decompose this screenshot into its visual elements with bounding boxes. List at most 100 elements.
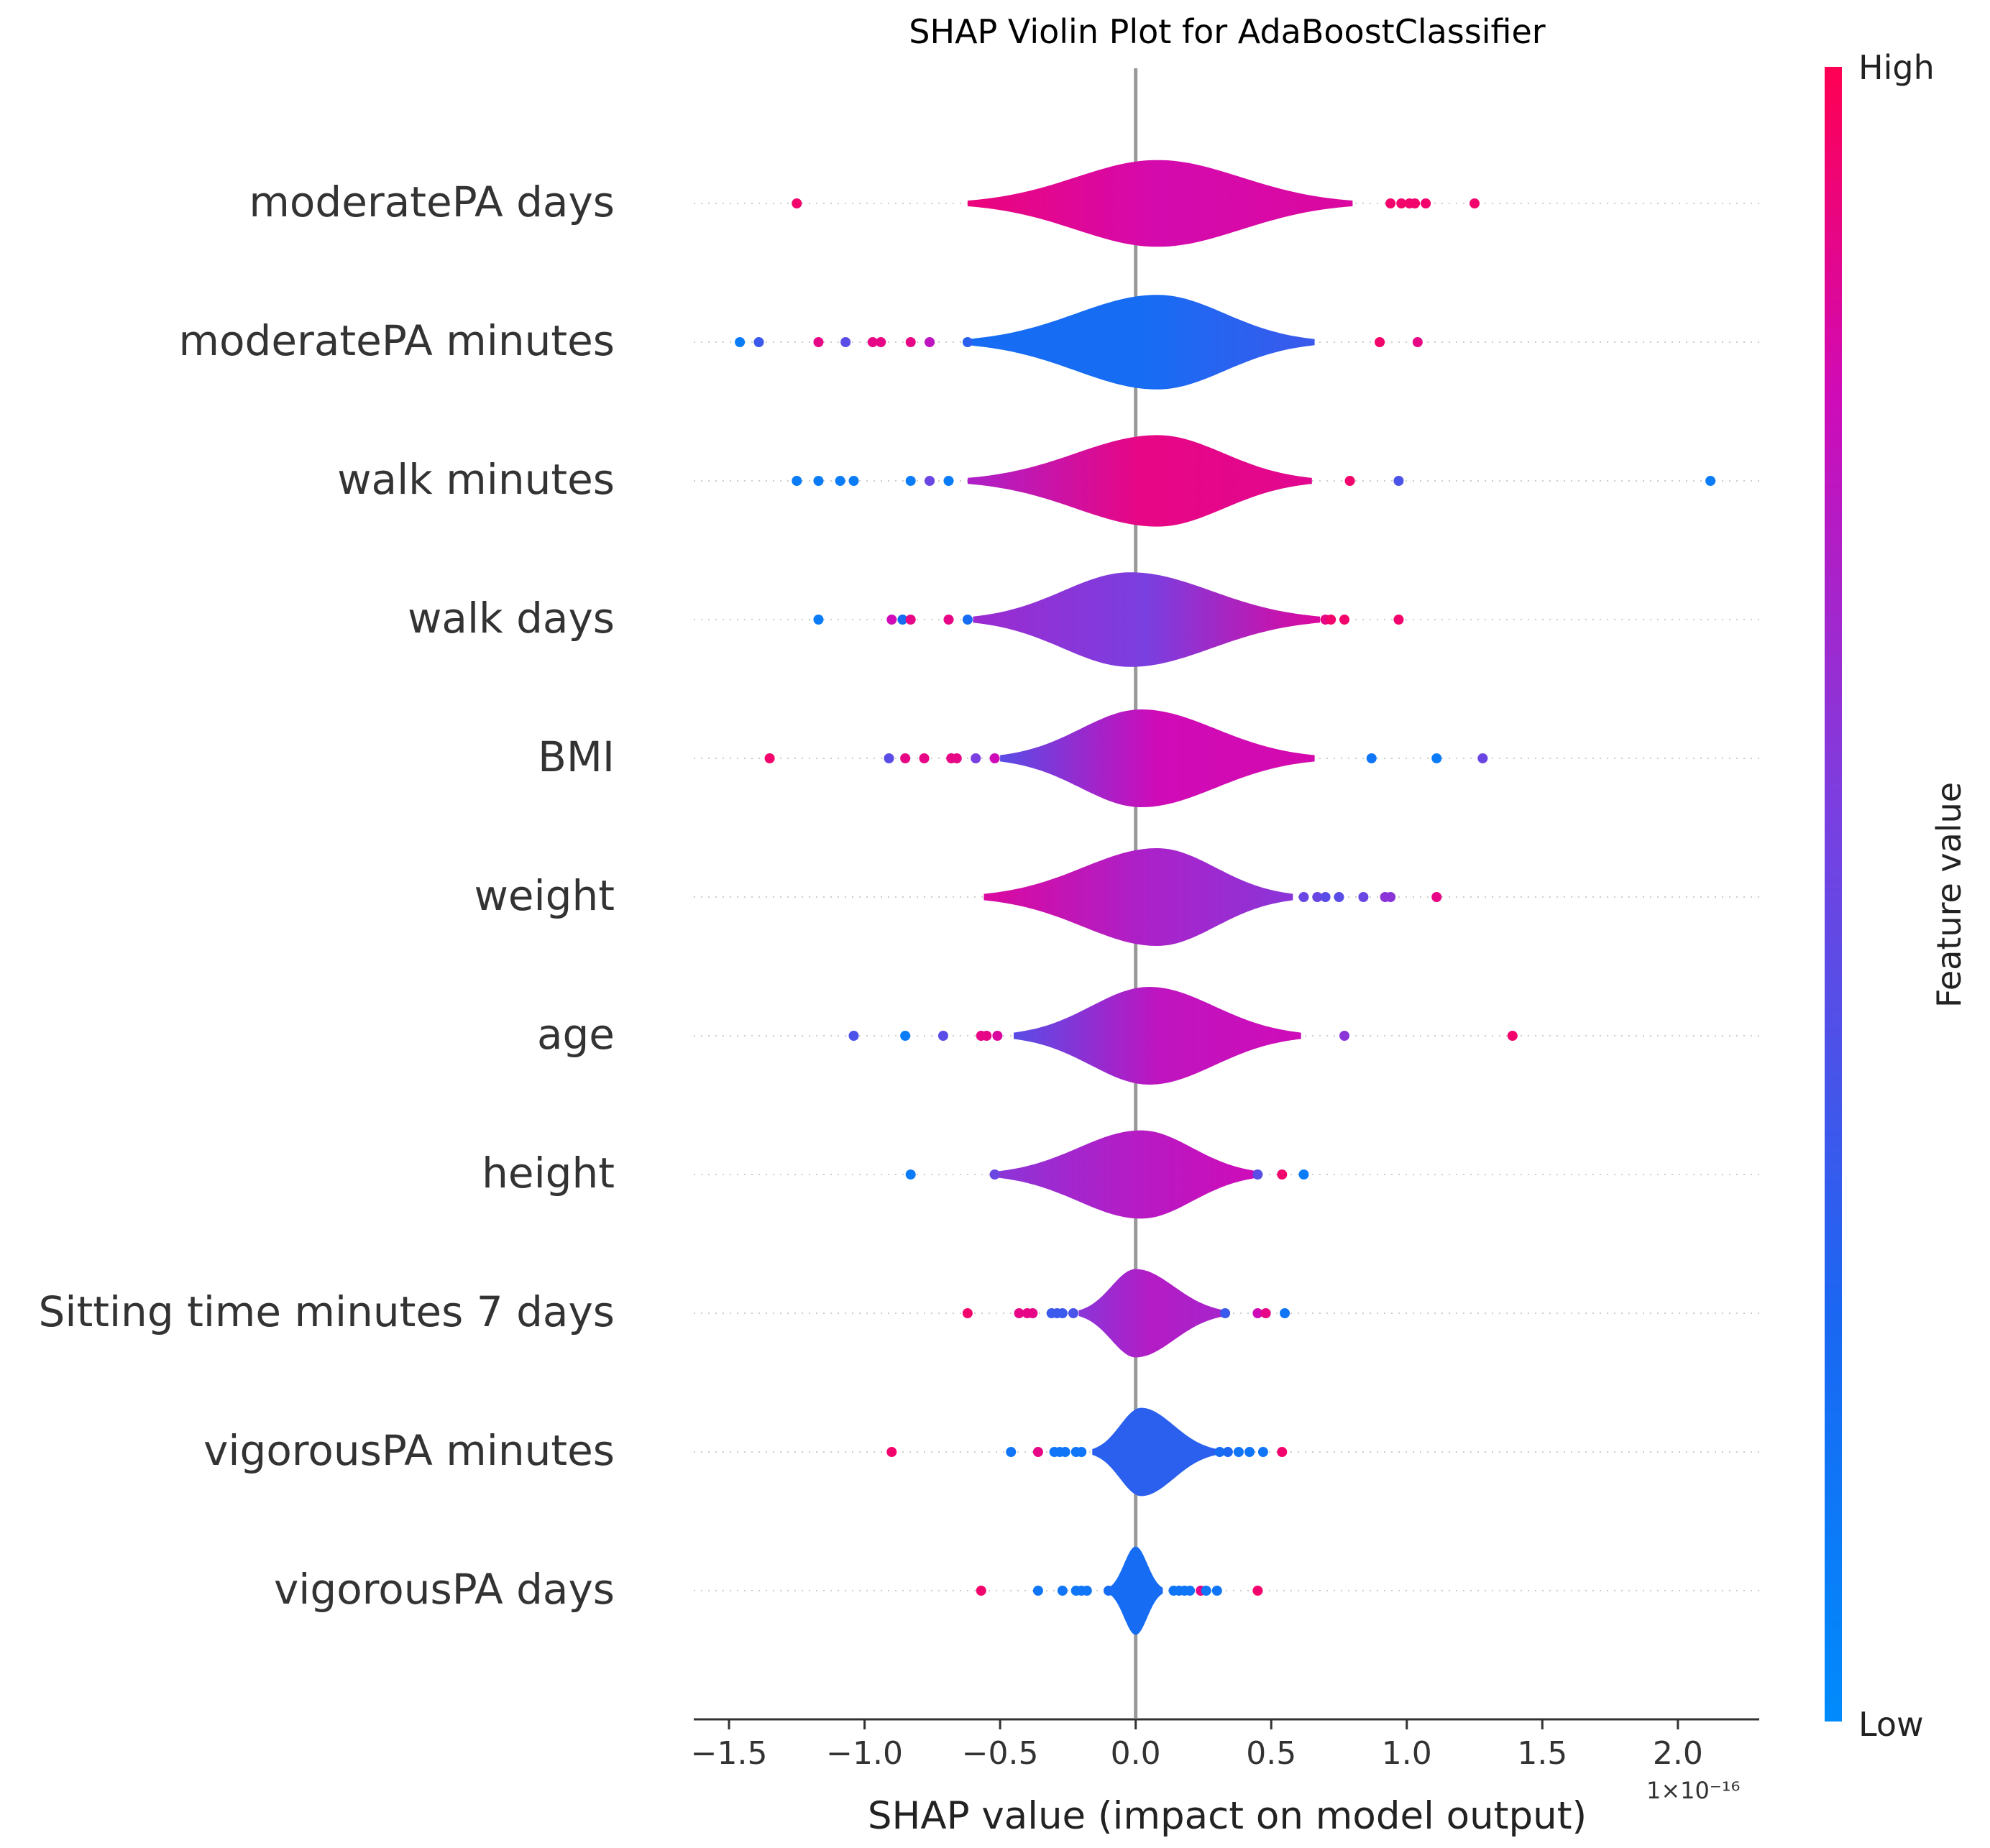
violin (1078, 1269, 1226, 1358)
shap-point (1201, 1586, 1211, 1596)
shap-point (1244, 1447, 1255, 1457)
shap-point (1421, 198, 1431, 208)
shap-point (1252, 1308, 1263, 1318)
feature-label: moderatePA days (249, 178, 615, 226)
shap-point (989, 1169, 1000, 1180)
shap-point (1431, 753, 1442, 763)
shap-point (1412, 337, 1423, 347)
shap-point (1068, 1308, 1078, 1318)
feature-label: BMI (538, 732, 615, 781)
shap-point (753, 337, 764, 347)
shap-point (1252, 1586, 1263, 1596)
shap-point (1257, 1447, 1268, 1457)
shap-point (962, 615, 973, 625)
x-tick-label: −0.5 (962, 1735, 1039, 1772)
violin (967, 160, 1353, 247)
shap-point (1032, 1447, 1043, 1457)
shap-point (1431, 892, 1442, 902)
shap-point (1385, 892, 1396, 902)
feature-label: Sitting time minutes 7 days (39, 1287, 615, 1336)
feature-label: walk minutes (337, 455, 615, 504)
shap-point (897, 615, 908, 625)
shap-point (905, 476, 916, 486)
points (735, 198, 1716, 1596)
shap-point (1103, 1586, 1114, 1596)
violin (1014, 987, 1301, 1085)
shap-point (962, 1308, 973, 1318)
colorbar (1825, 67, 1842, 1721)
feature-label: vigorousPA days (274, 1565, 615, 1614)
shap-point (1396, 198, 1407, 208)
shap-point (1211, 1586, 1222, 1596)
shap-point (905, 1169, 916, 1180)
shap-point (962, 337, 973, 347)
shap-point (943, 476, 954, 486)
shap-point (1393, 476, 1404, 486)
shap-point (971, 753, 981, 763)
shap-point (764, 753, 775, 763)
shap-point (1277, 1169, 1288, 1180)
shap-point (1334, 892, 1344, 902)
shap-point (1057, 1308, 1068, 1318)
shap-point (1339, 615, 1350, 625)
colorbar-high-label: High (1858, 48, 1935, 87)
shap-point (792, 198, 802, 208)
shap-point (1320, 892, 1331, 902)
shap-point (989, 753, 1000, 763)
shap-point (1280, 1308, 1290, 1318)
shap-point (1252, 1169, 1263, 1180)
shap-point (884, 753, 894, 763)
x-ticks: −1.5 −1.0 −0.5 0.0 0.5 1.0 1.5 2.0 (691, 1719, 1703, 1772)
shap-point (943, 615, 954, 625)
x-tick-label: 2.0 (1653, 1735, 1703, 1772)
feature-label: age (537, 1010, 615, 1059)
shap-point (1277, 1447, 1288, 1457)
shap-point (1312, 892, 1323, 902)
violin (1109, 1546, 1163, 1635)
shap-point (976, 1586, 986, 1596)
shap-point (1385, 198, 1396, 208)
shap-point (905, 337, 916, 347)
shap-point (1469, 198, 1480, 208)
shap-point (1220, 1308, 1231, 1318)
shap-point (1081, 1586, 1092, 1596)
shap-point (925, 476, 935, 486)
shap-point (1185, 1586, 1196, 1596)
shap-point (1057, 1586, 1068, 1596)
shap-point (1344, 476, 1355, 486)
shap-point (1339, 1031, 1350, 1041)
shap-point (886, 1447, 897, 1457)
shap-point (937, 1031, 948, 1041)
violins (967, 160, 1353, 1635)
shap-point (919, 753, 930, 763)
shap-point (835, 476, 845, 486)
shap-point (1233, 1447, 1244, 1457)
shap-point (1260, 1308, 1271, 1318)
shap-point (1214, 1447, 1225, 1457)
shap-point (1076, 1447, 1087, 1457)
violin (973, 572, 1321, 667)
violin (1000, 709, 1315, 807)
shap-point (813, 615, 824, 625)
x-tick-label: −1.5 (691, 1735, 768, 1772)
shap-point (840, 337, 851, 347)
shap-point (735, 337, 746, 347)
shap-point (1326, 615, 1336, 625)
shap-point (813, 337, 824, 347)
shap-point (1222, 1447, 1233, 1457)
violin (967, 295, 1315, 390)
shap-point (1060, 1447, 1070, 1457)
colorbar-low-label: Low (1858, 1705, 1924, 1744)
shap-point (886, 615, 897, 625)
shap-point (1393, 615, 1404, 625)
shap-point (900, 1031, 911, 1041)
shap-point (1298, 892, 1309, 902)
shap-point (1298, 1169, 1309, 1180)
colorbar-title: Feature value (1930, 782, 1968, 1008)
shap-point (900, 753, 911, 763)
shap-point (1027, 1308, 1038, 1318)
feature-label: height (482, 1149, 615, 1197)
feature-label: moderatePA minutes (179, 316, 615, 365)
shap-point (848, 1031, 859, 1041)
